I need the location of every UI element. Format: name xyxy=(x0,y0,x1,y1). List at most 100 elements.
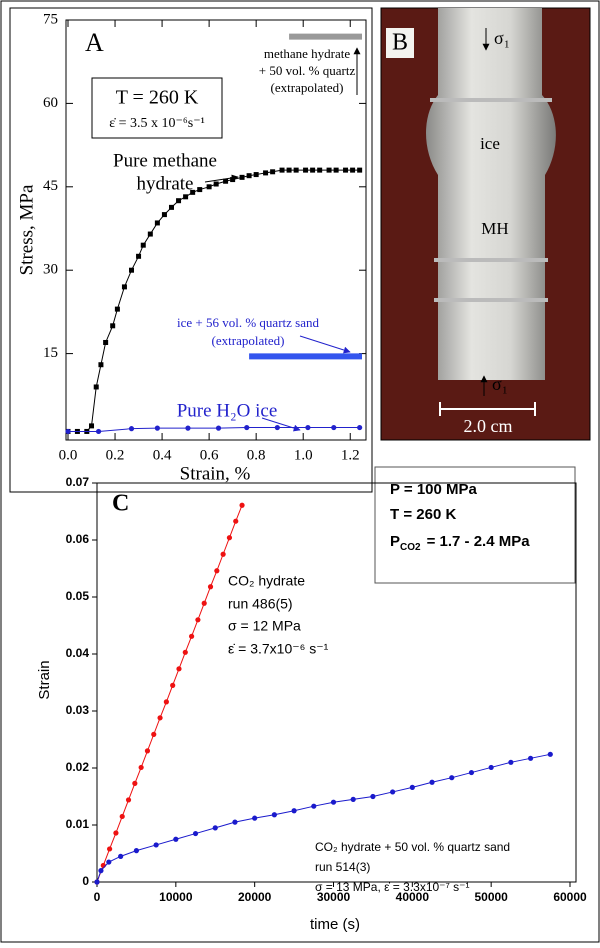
data-point xyxy=(333,167,339,173)
annotation: ε̇ = 3.7x10⁻⁶ s⁻¹ xyxy=(228,641,329,657)
y-tick-label: 60 xyxy=(43,95,58,111)
value-text: = 1.7 - 2.4 MPa xyxy=(427,533,531,550)
y-tick-label: 0.07 xyxy=(66,475,90,489)
data-point xyxy=(286,167,292,173)
data-point xyxy=(103,339,109,345)
annotation: Pure H₂O ice xyxy=(177,400,278,421)
data-point xyxy=(147,231,153,237)
series-line xyxy=(68,169,360,432)
annotation: methane hydrate xyxy=(264,46,350,61)
y-tick-label: 0.06 xyxy=(66,532,90,546)
sample-cylinder xyxy=(426,8,556,380)
data-point xyxy=(274,424,280,431)
y-tick-label: 15 xyxy=(43,345,58,361)
data-point xyxy=(157,715,163,721)
annotation: hydrate xyxy=(137,173,194,194)
data-point xyxy=(132,780,138,786)
data-point xyxy=(95,428,102,435)
y-axis-label: Strain xyxy=(36,660,53,699)
condition-box xyxy=(91,77,223,139)
subscript: CO2 xyxy=(400,542,421,553)
data-point xyxy=(449,775,455,781)
data-point xyxy=(119,813,125,820)
data-point xyxy=(93,384,99,390)
annotation: ice + 56 vol. % quartz sand xyxy=(177,315,319,330)
y-tick-label: 0.02 xyxy=(66,760,90,774)
data-point xyxy=(106,859,112,865)
data-point xyxy=(176,198,182,204)
series-line xyxy=(96,753,551,883)
data-point xyxy=(153,842,159,848)
data-point xyxy=(317,167,323,173)
data-point xyxy=(232,819,238,825)
data-point xyxy=(305,424,311,431)
annotation: A xyxy=(85,28,104,57)
data-point xyxy=(239,174,245,180)
data-point xyxy=(129,267,135,273)
data-point xyxy=(113,830,119,836)
data-point xyxy=(173,836,179,842)
x-tick-label: 0.8 xyxy=(247,447,266,463)
symbol: P xyxy=(390,533,400,550)
data-point xyxy=(233,518,239,524)
data-point xyxy=(154,425,160,431)
scale-bar xyxy=(439,402,536,416)
data-point xyxy=(118,853,124,859)
data-point xyxy=(326,167,332,173)
series-line xyxy=(68,427,360,432)
annotation: T = 260 K xyxy=(390,506,456,523)
arrow xyxy=(299,335,351,354)
data-point xyxy=(330,799,337,805)
data-point xyxy=(508,759,514,765)
x-tick-label: 40000 xyxy=(396,890,430,904)
y-tick-label: 75 xyxy=(43,11,58,27)
y-tick-label: 0.04 xyxy=(66,646,90,660)
region-label: ice xyxy=(480,134,500,153)
data-point xyxy=(195,617,201,623)
data-point xyxy=(244,424,250,431)
data-point xyxy=(547,751,553,757)
data-point xyxy=(185,425,191,431)
data-point xyxy=(206,184,212,190)
data-point xyxy=(125,797,132,803)
annotation: Pure methane xyxy=(113,150,217,171)
data-point xyxy=(170,682,176,688)
load-label: σ₁ xyxy=(494,28,510,48)
data-point xyxy=(212,825,218,831)
data-point xyxy=(189,633,195,639)
x-tick-label: 0 xyxy=(94,890,101,904)
annotation: C xyxy=(112,491,129,517)
data-point xyxy=(107,846,113,852)
data-point xyxy=(343,167,349,173)
label-box xyxy=(386,28,414,58)
data-point xyxy=(303,167,309,173)
data-point xyxy=(409,784,415,790)
data-point xyxy=(370,793,376,800)
region-label: MH xyxy=(481,219,508,238)
data-point xyxy=(246,173,252,179)
data-point xyxy=(214,568,220,574)
data-point xyxy=(311,803,317,809)
data-point xyxy=(182,649,188,655)
data-point xyxy=(468,769,475,776)
data-point xyxy=(65,428,71,435)
annotation: CO₂ hydrate + 50 vol. % quartz sand xyxy=(315,840,510,854)
data-point xyxy=(230,177,236,183)
x-tick-label: 0.2 xyxy=(106,447,125,463)
data-point xyxy=(223,178,229,184)
data-point xyxy=(168,204,174,210)
data-point xyxy=(271,812,277,818)
annotation: σ = 12 MPa xyxy=(228,618,301,634)
y-tick-label: 0.03 xyxy=(66,703,90,717)
data-point xyxy=(293,167,299,173)
plot-frame xyxy=(96,482,577,883)
annotation: CO₂ hydrate xyxy=(228,573,305,589)
data-point xyxy=(226,535,233,541)
data-point xyxy=(213,181,219,187)
data-point xyxy=(270,169,276,175)
condition-box xyxy=(374,466,576,584)
data-point xyxy=(163,699,169,705)
data-point xyxy=(527,755,534,761)
data-point xyxy=(239,502,245,508)
